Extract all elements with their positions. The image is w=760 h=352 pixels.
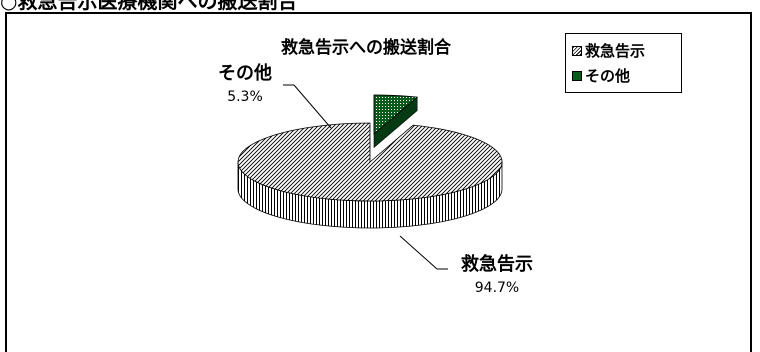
legend-label-other: その他 — [585, 67, 631, 85]
leader-line-other-diagonal — [293, 84, 332, 129]
data-label-main-category: 救急告示 — [461, 254, 533, 275]
data-label-other-value: 5.3% — [227, 89, 263, 105]
data-label-main-value: 94.7% — [474, 280, 520, 296]
data-label-other-category: その他 — [218, 63, 272, 84]
pie-slice-main — [237, 122, 503, 202]
legend-item-main: 救急告示 — [572, 38, 681, 63]
legend-swatch-other — [572, 70, 582, 81]
data-label-other: その他 5.3% — [203, 62, 287, 108]
chart-title: 救急告示への搬送割合 — [281, 38, 451, 58]
legend-swatch-main — [572, 45, 582, 56]
page-heading: ○救急告示医療機関への搬送割合 — [0, 0, 298, 13]
legend-label-main: 救急告示 — [585, 42, 646, 60]
pie-slice-other — [373, 94, 419, 135]
leader-line-main — [399, 235, 438, 270]
legend-item-other: その他 — [572, 63, 681, 88]
chart-legend: 救急告示 その他 — [565, 33, 682, 93]
data-label-main: 救急告示 94.7% — [442, 253, 552, 299]
